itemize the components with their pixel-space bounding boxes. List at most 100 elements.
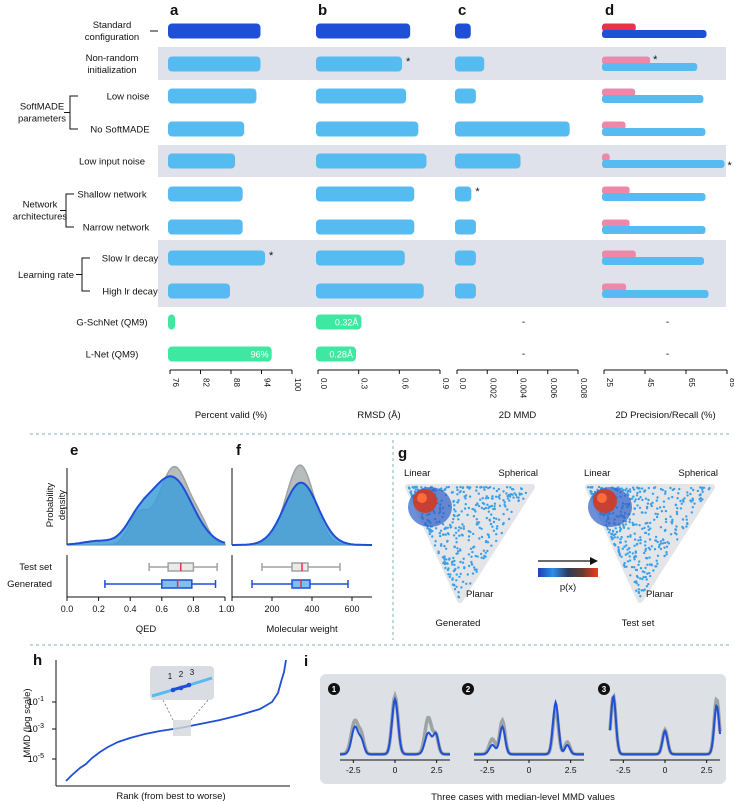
scatter-point (686, 491, 689, 494)
bar-c-0 (455, 23, 471, 39)
scatter-point (510, 510, 513, 514)
scatter-point (633, 544, 636, 547)
inset-label: 3 (190, 668, 195, 677)
bar-c-2 (455, 88, 476, 104)
scatter-point (463, 507, 467, 510)
scatter-point (631, 552, 634, 555)
scatter-point (470, 555, 473, 558)
scatter-point (701, 488, 704, 491)
scatter-point (664, 520, 668, 524)
row-label: Slow lr decay (102, 254, 159, 265)
scatter-point (624, 489, 627, 492)
scatter-point (656, 562, 659, 565)
hotspot-core (417, 493, 427, 503)
scatter-point (466, 513, 469, 517)
scatter-point (491, 525, 494, 528)
scatter-point (635, 580, 638, 583)
scatter-point (459, 572, 462, 576)
scatter-point (671, 495, 674, 499)
scatter-point (456, 488, 459, 492)
scatter-point (623, 565, 626, 568)
scatter-point (487, 510, 490, 513)
row-label: Standard (93, 20, 132, 31)
scatter-point (481, 497, 484, 500)
scatter-point (440, 487, 443, 490)
x-tick-label: 0.0 (458, 378, 467, 390)
scatter-point (619, 527, 623, 531)
scatter-point (655, 559, 658, 562)
scatter-point (447, 533, 450, 536)
scatter-point (691, 506, 694, 509)
scatter-point (480, 535, 484, 539)
scatter-point (654, 512, 657, 515)
scatter-point (623, 561, 626, 565)
scatter-point (492, 520, 496, 524)
x-tick-label: 76 (171, 378, 180, 387)
scatter-point (656, 540, 659, 544)
row-label: configuration (85, 32, 139, 43)
scatter-point (692, 488, 695, 492)
scatter-point (489, 505, 492, 508)
scatter-point (654, 539, 657, 542)
scatter-point (440, 543, 443, 546)
scatter-point (624, 540, 627, 543)
bar-b-7 (316, 250, 405, 266)
bar-c-4 (455, 153, 521, 169)
scatter-point (629, 535, 632, 538)
scatter-point (460, 510, 463, 513)
row-label: Non-random (86, 53, 139, 64)
corner-label-planar: Planar (646, 589, 673, 600)
scatter-point (628, 488, 632, 491)
scatter-point (469, 582, 472, 585)
scatter-point (434, 540, 437, 543)
inset-marker (173, 720, 191, 736)
scatter-point (682, 527, 685, 530)
bar-annotation: 0.32Å (335, 318, 359, 328)
scatter-point (621, 547, 624, 550)
case-marker (462, 683, 474, 695)
x-axis-label: 2D Precision/Recall (%) (615, 410, 715, 421)
triangle-subtitle: Test set (622, 618, 655, 629)
scatter-point (676, 507, 679, 510)
scatter-point (433, 544, 437, 547)
scatter-point (487, 486, 490, 490)
scatter-point (494, 495, 498, 498)
scatter-point (446, 526, 449, 529)
scatter-point (611, 530, 615, 533)
scatter-point (495, 527, 499, 530)
scatter-point (462, 525, 465, 528)
scatter-point (471, 563, 474, 566)
density-generated (67, 476, 225, 545)
scatter-point (416, 488, 419, 491)
scatter-point (495, 539, 498, 543)
scatter-point (451, 577, 454, 580)
scatter-point (628, 551, 631, 554)
scatter-point (462, 527, 465, 530)
scatter-point (611, 538, 614, 541)
scatter-point (437, 551, 440, 555)
scatter-point (461, 523, 464, 526)
scatter-point (486, 549, 489, 553)
scatter-point (491, 497, 494, 500)
scatter-point (649, 521, 652, 525)
scatter-point (414, 485, 417, 489)
density-generated-line (232, 481, 372, 546)
precision-bar (602, 283, 627, 292)
scatter-point (634, 568, 638, 571)
scatter-point (623, 545, 626, 548)
scatter-point (485, 495, 488, 498)
scatter-point (447, 573, 450, 576)
scatter-point (469, 547, 473, 550)
scatter-point (628, 520, 631, 524)
row-label: L-Net (QM9) (86, 350, 139, 361)
scatter-point (502, 512, 505, 516)
scatter-point (452, 556, 455, 560)
y-tick-label: 10-1 (28, 696, 44, 707)
scatter-point (489, 522, 493, 526)
scatter-point (690, 511, 693, 514)
scatter-point (679, 499, 682, 503)
x-axis-label: Percent valid (%) (195, 410, 267, 421)
scatter-point (512, 496, 515, 499)
scatter-point (661, 488, 664, 492)
x-tick-label: -2.5 (346, 765, 361, 775)
